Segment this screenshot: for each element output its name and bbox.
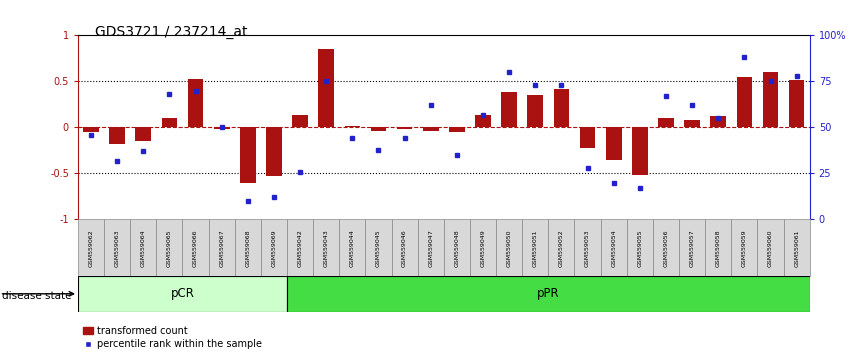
- Bar: [365, 219, 391, 276]
- Bar: [784, 219, 810, 276]
- Text: GSM559052: GSM559052: [559, 229, 564, 267]
- Bar: [496, 219, 522, 276]
- Text: GSM559054: GSM559054: [611, 229, 617, 267]
- Text: GSM559050: GSM559050: [507, 229, 512, 267]
- Bar: [78, 276, 287, 312]
- Bar: [240, 127, 255, 183]
- Bar: [319, 49, 334, 127]
- Text: GSM559056: GSM559056: [663, 229, 669, 267]
- Bar: [574, 219, 601, 276]
- Bar: [261, 219, 287, 276]
- Bar: [397, 127, 412, 129]
- Bar: [423, 127, 438, 131]
- Bar: [78, 219, 104, 276]
- Bar: [684, 120, 700, 127]
- Bar: [606, 127, 622, 160]
- Text: pPR: pPR: [537, 287, 559, 300]
- Bar: [658, 118, 674, 127]
- Text: GSM559058: GSM559058: [715, 229, 721, 267]
- Text: GSM559044: GSM559044: [350, 229, 355, 267]
- Bar: [501, 92, 517, 127]
- Bar: [449, 127, 465, 132]
- Text: GSM559051: GSM559051: [533, 229, 538, 267]
- Bar: [109, 127, 125, 144]
- Bar: [214, 127, 229, 129]
- Bar: [601, 219, 627, 276]
- Bar: [292, 115, 308, 127]
- Bar: [157, 219, 183, 276]
- Bar: [130, 219, 157, 276]
- Bar: [632, 127, 648, 175]
- Text: GSM559048: GSM559048: [455, 229, 459, 267]
- Bar: [758, 219, 784, 276]
- Text: GSM559047: GSM559047: [429, 229, 433, 267]
- Text: GSM559059: GSM559059: [742, 229, 746, 267]
- Text: GSM559057: GSM559057: [689, 229, 695, 267]
- Bar: [266, 127, 281, 176]
- Bar: [135, 127, 151, 141]
- Text: disease state: disease state: [2, 291, 71, 301]
- Bar: [470, 219, 496, 276]
- Bar: [183, 219, 209, 276]
- Bar: [83, 127, 99, 132]
- Bar: [553, 89, 569, 127]
- Bar: [235, 219, 261, 276]
- Text: GSM559065: GSM559065: [167, 229, 172, 267]
- Text: GSM559045: GSM559045: [376, 229, 381, 267]
- Legend: transformed count, percentile rank within the sample: transformed count, percentile rank withi…: [83, 326, 262, 349]
- Bar: [287, 219, 313, 276]
- Bar: [710, 116, 726, 127]
- Text: GSM559061: GSM559061: [794, 229, 799, 267]
- Bar: [548, 219, 574, 276]
- Bar: [736, 77, 753, 127]
- Bar: [313, 219, 339, 276]
- Text: GSM559067: GSM559067: [219, 229, 224, 267]
- Bar: [443, 219, 470, 276]
- Bar: [162, 118, 178, 127]
- Bar: [475, 115, 491, 127]
- Bar: [345, 126, 360, 127]
- Text: GSM559043: GSM559043: [324, 229, 329, 267]
- Bar: [522, 219, 548, 276]
- Bar: [339, 219, 365, 276]
- Bar: [104, 219, 130, 276]
- Text: GDS3721 / 237214_at: GDS3721 / 237214_at: [95, 25, 248, 39]
- Bar: [287, 276, 810, 312]
- Bar: [391, 219, 417, 276]
- Text: pCR: pCR: [171, 287, 194, 300]
- Bar: [679, 219, 705, 276]
- Bar: [527, 95, 543, 127]
- Text: GSM559069: GSM559069: [271, 229, 276, 267]
- Bar: [417, 219, 443, 276]
- Bar: [188, 79, 204, 127]
- Bar: [371, 127, 386, 131]
- Bar: [731, 219, 758, 276]
- Text: GSM559049: GSM559049: [481, 229, 486, 267]
- Text: GSM559062: GSM559062: [88, 229, 94, 267]
- Bar: [627, 219, 653, 276]
- Text: GSM559064: GSM559064: [141, 229, 145, 267]
- Bar: [763, 72, 779, 127]
- Text: GSM559063: GSM559063: [114, 229, 120, 267]
- Bar: [579, 127, 596, 148]
- Text: GSM559068: GSM559068: [245, 229, 250, 267]
- Text: GSM559042: GSM559042: [298, 229, 302, 267]
- Text: GSM559046: GSM559046: [402, 229, 407, 267]
- Text: GSM559053: GSM559053: [585, 229, 590, 267]
- Bar: [653, 219, 679, 276]
- Bar: [209, 219, 235, 276]
- Text: GSM559055: GSM559055: [637, 229, 643, 267]
- Bar: [705, 219, 731, 276]
- Text: GSM559066: GSM559066: [193, 229, 198, 267]
- Bar: [789, 80, 805, 127]
- Text: GSM559060: GSM559060: [768, 229, 773, 267]
